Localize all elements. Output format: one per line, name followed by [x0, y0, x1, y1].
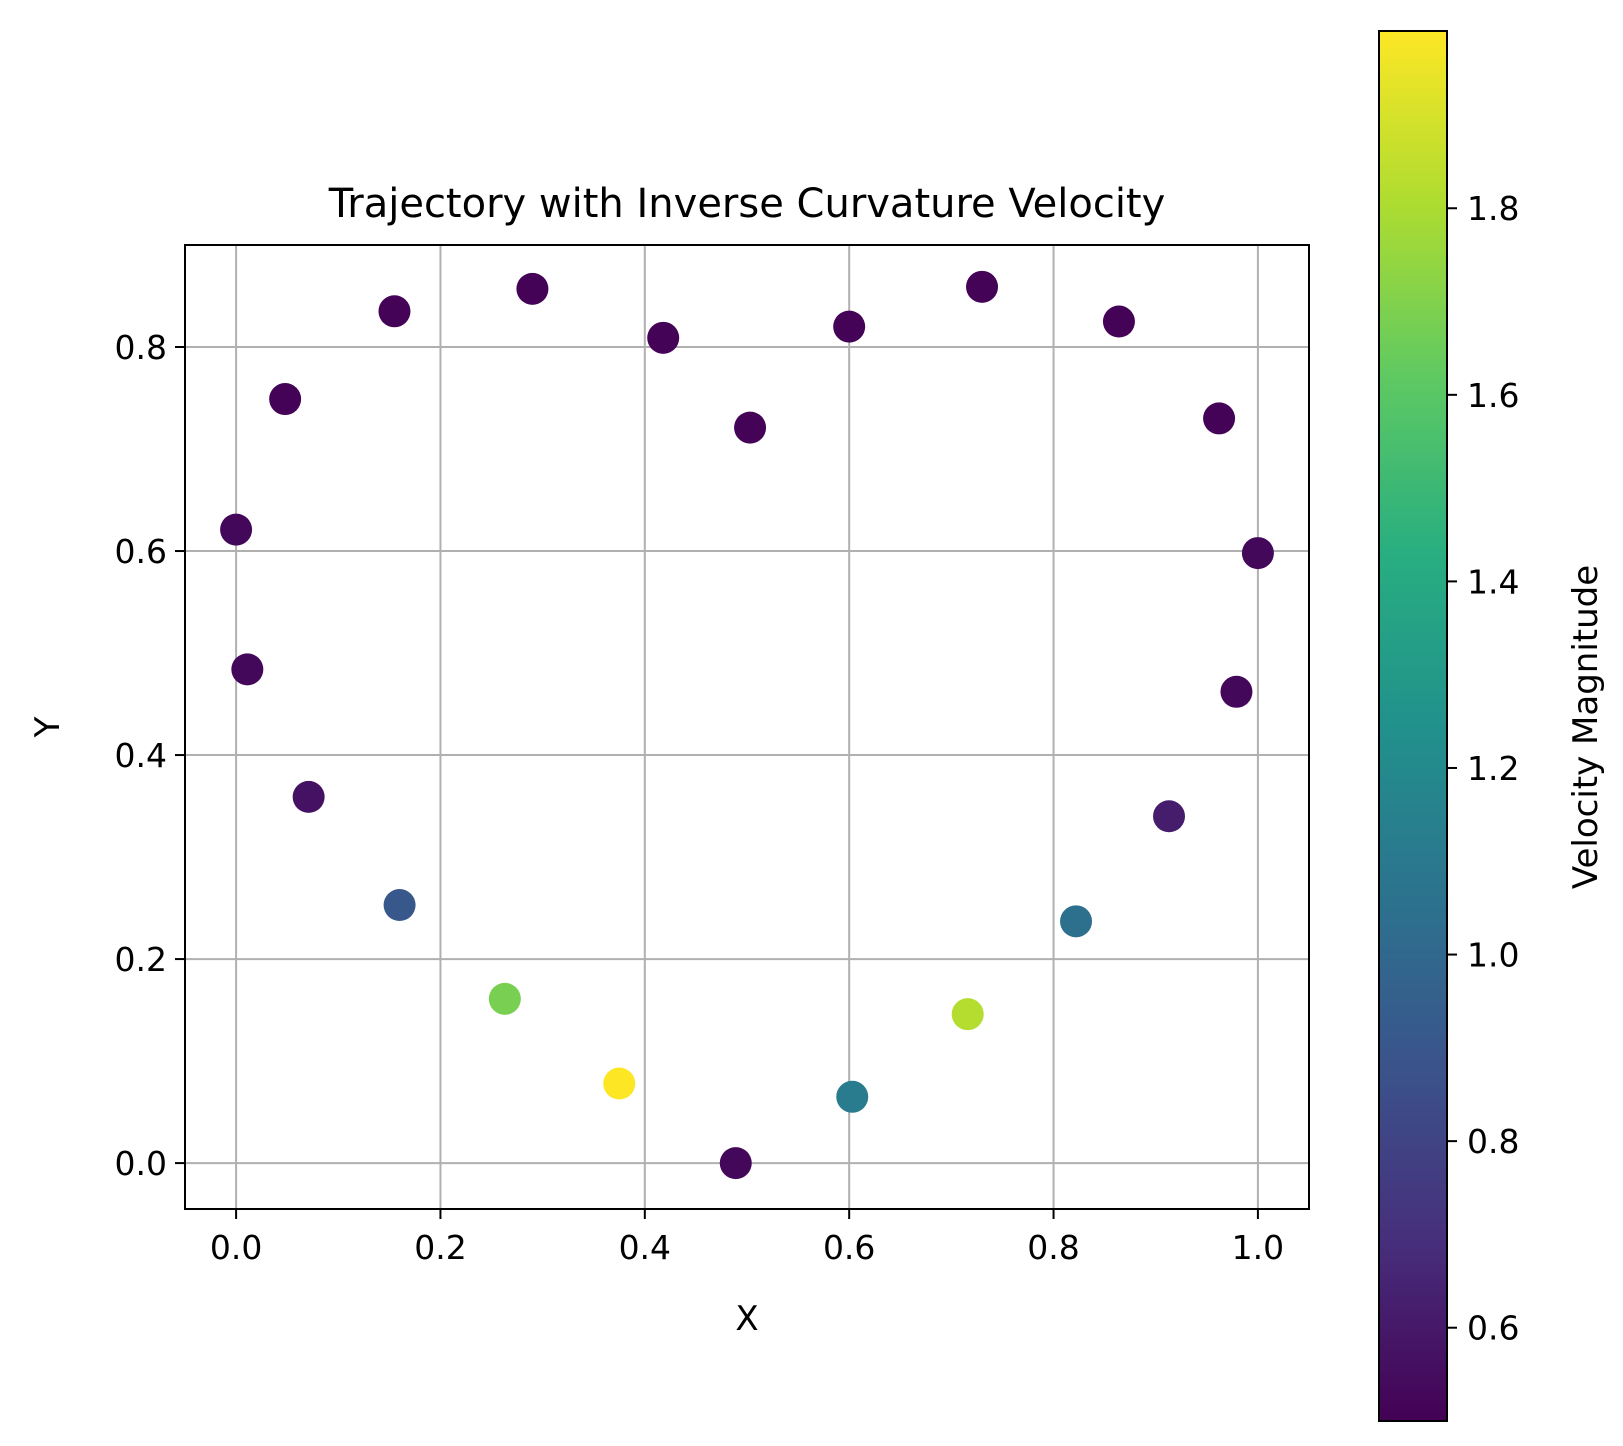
colorbar-label: Velocity Magnitude: [1566, 565, 1606, 889]
data-point: [378, 295, 411, 328]
data-point: [516, 272, 549, 305]
colorbar-tick-label: 1.2: [1467, 749, 1519, 788]
y-tick-label: 0.2: [115, 940, 167, 979]
y-axis-ticks: 0.0 0.2 0.4 0.6 0.8: [115, 328, 185, 1183]
colorbar-ticks: 0.6 0.8 1.0 1.2 1.4 1.6 1.8: [1447, 189, 1519, 1348]
colorbar-tick-label: 0.8: [1467, 1122, 1519, 1161]
data-point: [383, 889, 416, 922]
chart-title: Trajectory with Inverse Curvature Veloci…: [328, 181, 1166, 227]
data-points: [220, 270, 1274, 1180]
colorbar: [1378, 30, 1448, 1422]
y-axis-label: Y: [28, 716, 68, 738]
data-point: [951, 998, 984, 1031]
x-tick-label: 1.0: [1232, 1228, 1284, 1267]
colorbar-tick-label: 1.4: [1467, 562, 1519, 601]
data-point: [836, 1080, 869, 1113]
colorbar-tick-label: 1.8: [1467, 189, 1519, 228]
x-tick-label: 0.6: [823, 1228, 875, 1267]
y-tick-label: 0.0: [115, 1144, 167, 1183]
colorbar-tick-label: 1.0: [1467, 936, 1519, 975]
y-tick-label: 0.8: [115, 328, 167, 367]
data-point: [1060, 905, 1093, 938]
data-point: [719, 1147, 752, 1180]
data-point: [647, 321, 680, 354]
data-point: [488, 982, 521, 1015]
data-point: [1153, 800, 1186, 833]
data-point: [833, 310, 866, 343]
data-point: [269, 383, 302, 416]
x-tick-label: 0.4: [619, 1228, 671, 1267]
x-tick-label: 0.8: [1027, 1228, 1079, 1267]
x-tick-label: 0.2: [414, 1228, 466, 1267]
data-point: [1102, 305, 1135, 338]
y-tick-label: 0.6: [115, 532, 167, 571]
x-axis-label: X: [735, 1299, 758, 1339]
colorbar-tick-label: 0.6: [1467, 1309, 1519, 1348]
plot-frame: [184, 244, 1310, 1210]
x-tick-label: 0.0: [210, 1228, 262, 1267]
data-point: [1220, 675, 1253, 708]
data-point: [1241, 537, 1274, 570]
data-point: [603, 1067, 636, 1100]
data-point: [1203, 402, 1236, 435]
data-point: [231, 653, 264, 686]
grid-lines: [185, 245, 1309, 1209]
data-point: [966, 270, 999, 303]
data-point: [734, 411, 767, 444]
data-point: [292, 780, 325, 813]
y-tick-label: 0.4: [115, 736, 167, 775]
colorbar-tick-label: 1.6: [1467, 376, 1519, 415]
x-axis-ticks: 0.0 0.2 0.4 0.6 0.8 1.0: [210, 1209, 1284, 1267]
data-point: [220, 513, 253, 546]
